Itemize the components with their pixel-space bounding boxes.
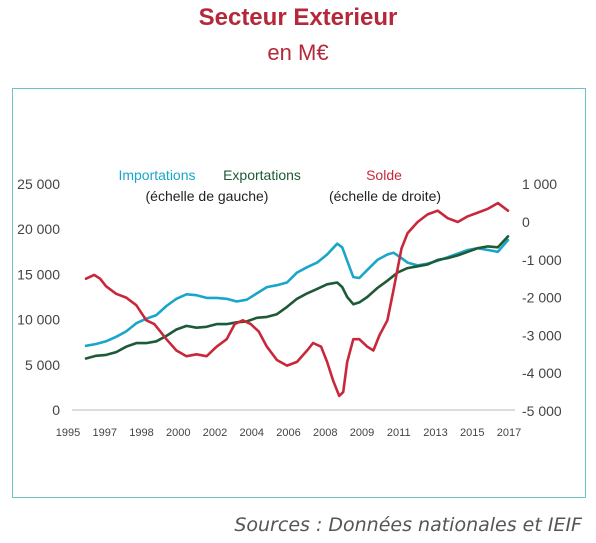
legend-entry-importations: Importations xyxy=(118,167,195,183)
x-tick-label: 2009 xyxy=(350,427,374,439)
source-note: Sources : Données nationales et IEIF xyxy=(234,514,582,536)
series-line-exportations xyxy=(84,235,510,360)
x-tick-label: 2006 xyxy=(276,427,300,439)
chart-legend: Importations Exportations Solde (échelle de… xyxy=(118,167,441,204)
y-left-tick-label: 20 000 xyxy=(17,221,60,237)
legend-entry-exportations: Exportations xyxy=(223,167,301,183)
x-tick-label: 2017 xyxy=(497,427,521,439)
y-right-tick-label: -4 000 xyxy=(522,365,562,381)
chart-axes: 25 000 20 000 15 000 10 000 5 000 0 1 000 0 -1 0… xyxy=(17,176,562,439)
chart-lines xyxy=(84,201,510,398)
chart-title: Secteur Exterieur xyxy=(198,4,398,31)
x-tick-label: 2013 xyxy=(423,427,447,439)
y-left-tick-label: 0 xyxy=(52,402,60,418)
legend-note: (échelle de droite) xyxy=(329,188,441,204)
series-line-importations xyxy=(84,238,510,348)
chart-subtitle: en M€ xyxy=(267,40,329,65)
y-right-tick-label: 1 000 xyxy=(522,176,557,192)
x-tick-label: 2011 xyxy=(387,427,411,439)
y-right-tick-label: 0 xyxy=(522,214,530,230)
y-left-tick-label: 15 000 xyxy=(17,266,60,282)
legend-note: (échelle de gauche) xyxy=(146,188,269,204)
y-left-tick-label: 10 000 xyxy=(17,312,60,328)
x-tick-label: 1998 xyxy=(129,427,153,439)
y-left-tick-label: 5 000 xyxy=(25,357,60,373)
chart-frame xyxy=(12,88,586,498)
legend-entry-solde: Solde xyxy=(366,167,402,183)
x-tick-label: 2008 xyxy=(313,427,337,439)
x-tick-label: 2015 xyxy=(460,427,484,439)
series-line-solde xyxy=(84,201,510,398)
y-right-tick-label: -5 000 xyxy=(522,403,562,419)
x-tick-label: 1997 xyxy=(93,427,117,439)
x-tick-label: 1995 xyxy=(56,427,80,439)
y-left-tick-label: 25 000 xyxy=(17,176,60,192)
x-tick-label: 2002 xyxy=(203,427,227,439)
y-right-tick-label: -1 000 xyxy=(522,252,562,268)
x-tick-label: 2004 xyxy=(240,427,264,439)
x-tick-label: 2000 xyxy=(166,427,190,439)
y-right-tick-label: -3 000 xyxy=(522,327,562,343)
y-right-tick-label: -2 000 xyxy=(522,290,562,306)
